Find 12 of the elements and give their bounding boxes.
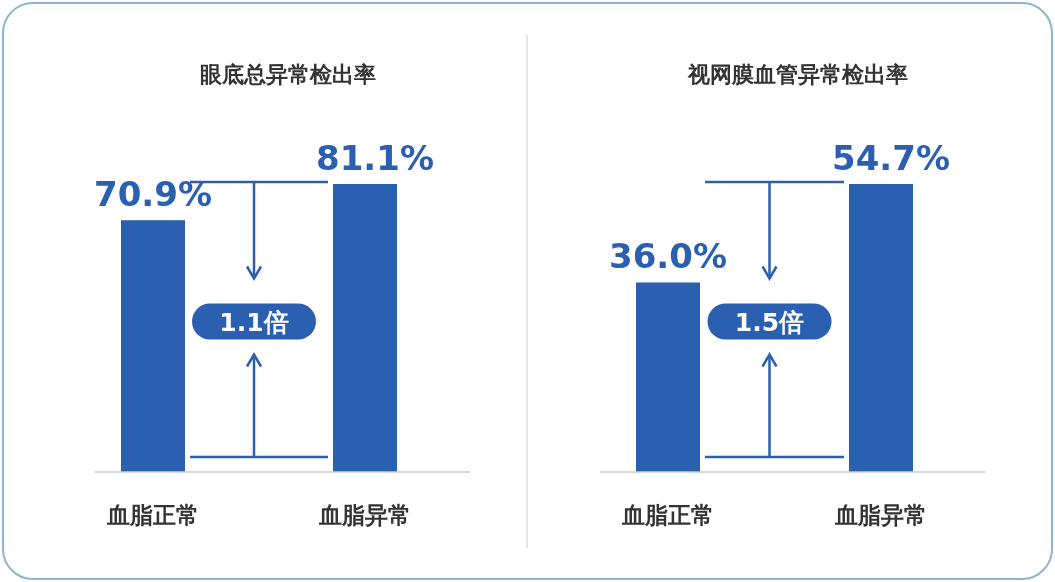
x-tick-label: 血脂异常 xyxy=(318,502,411,528)
annotation: 1.1倍 xyxy=(219,307,289,337)
data-label: 70.9% xyxy=(94,174,212,215)
data-label: 54.7% xyxy=(832,138,950,178)
annotation: 1.5倍 xyxy=(734,307,805,337)
chart-title: 视网膜血管异常检出率 xyxy=(686,62,908,87)
x-tick-label: 血脂正常 xyxy=(106,502,199,528)
x-tick-label: 血脂正常 xyxy=(621,502,714,528)
x-tick-label: 血脂异常 xyxy=(834,502,927,528)
chart-title: 眼底总异常检出率 xyxy=(199,62,376,87)
data-label: 36.0% xyxy=(609,236,727,277)
data-label: 81.1% xyxy=(316,138,434,178)
